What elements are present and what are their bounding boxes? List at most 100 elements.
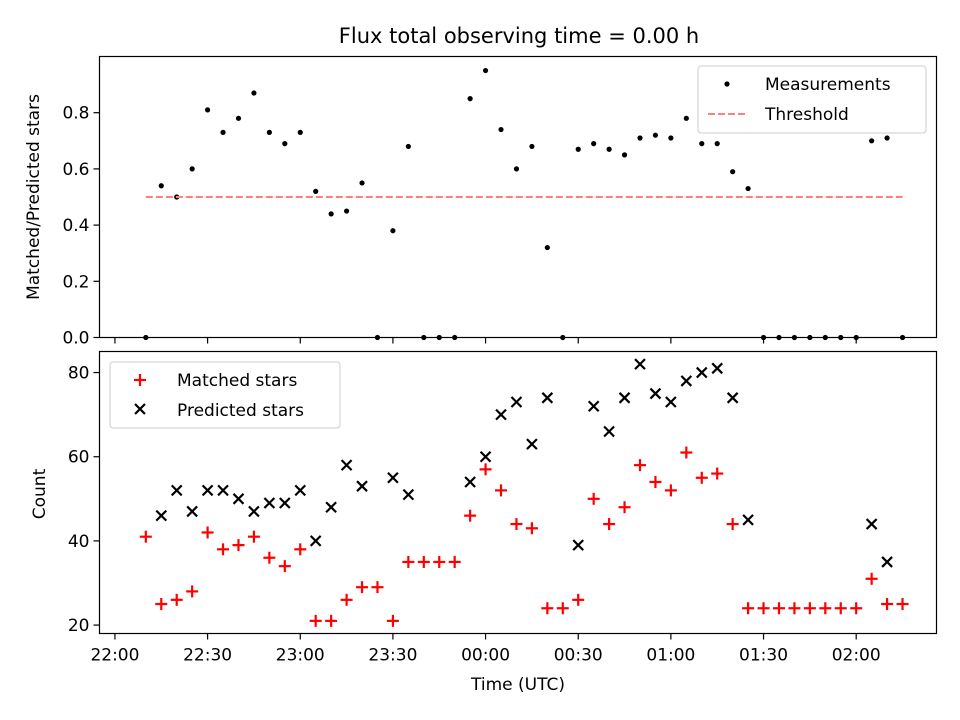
- legend-box: [109, 361, 341, 429]
- predicted-stars-point: [649, 387, 662, 400]
- measurement-point: [482, 67, 489, 74]
- measurement-point: [343, 208, 350, 214]
- legend-top: Measurements Threshold: [697, 65, 927, 134]
- measurement-point: [637, 135, 643, 141]
- x-tick-label: 23:00: [276, 646, 325, 666]
- matched-stars-point: [850, 602, 863, 615]
- flux-ratio-panel: Flux total observing time = 0.00 h Match…: [24, 24, 938, 349]
- matched-stars-point: [742, 602, 755, 615]
- matched-stars-point: [170, 593, 183, 606]
- measurement-point: [359, 180, 365, 186]
- measurement-point: [390, 228, 396, 234]
- measurement-point: [313, 188, 319, 194]
- predicted-stars-point: [232, 493, 245, 505]
- predicted-stars-point: [263, 497, 276, 509]
- matched-stars-point: [510, 518, 523, 531]
- measurement-point: [575, 146, 581, 152]
- predicted-stars-point: [618, 392, 631, 404]
- predicted-stars-point: [155, 509, 168, 522]
- x-tick-label: 01:00: [646, 646, 695, 666]
- matched-stars-point: [680, 446, 693, 459]
- measurement-point: [714, 141, 720, 147]
- legend-marker-matched: [134, 374, 146, 386]
- predicted-stars-point: [634, 358, 646, 370]
- matched-stars-point: [247, 530, 260, 543]
- measurement-point: [683, 115, 689, 121]
- legend-bottom: Matched stars Predicted stars: [109, 361, 341, 429]
- measurement-point: [498, 126, 504, 133]
- measurement-point: [529, 143, 535, 150]
- y-axis-label: Matched/Predicted stars: [24, 94, 44, 300]
- axes-top: 0.0 0.2 0.4 0.6 0.8: [62, 104, 857, 349]
- predicted-stars-point: [325, 501, 337, 514]
- measurement-point: [869, 138, 875, 144]
- measurement-point: [220, 129, 226, 135]
- measurement-point: [467, 96, 473, 102]
- y-tick-label: 40: [68, 532, 90, 552]
- matched-stars-point: [556, 602, 569, 615]
- axes-frame-bottom: [98, 350, 938, 635]
- predicted-stars-point: [495, 408, 507, 421]
- predicted-stars-point: [186, 505, 198, 518]
- measurement-point: [158, 183, 164, 189]
- predicted-stars-point: [526, 438, 538, 450]
- measurement-point: [884, 135, 890, 141]
- predicted-stars-point: [402, 488, 415, 501]
- matched-stars-point: [587, 492, 600, 505]
- measurement-point: [621, 152, 628, 158]
- predicted-stars-point: [726, 392, 739, 404]
- predicted-stars-point: [201, 484, 214, 497]
- predicted-stars-point: [865, 518, 878, 530]
- matched-stars-point: [695, 471, 708, 484]
- matched-stars-point: [433, 555, 446, 568]
- measurement-point: [405, 143, 411, 150]
- measurement-point: [513, 166, 520, 172]
- measurement-point: [189, 166, 195, 172]
- matched-stars-point: [309, 614, 322, 627]
- matched-stars-point: [340, 593, 353, 606]
- legend-marker-measurements: [724, 81, 730, 87]
- measurement-point: [699, 141, 705, 147]
- measurement-point: [668, 135, 674, 141]
- matched-stars-point: [263, 551, 276, 564]
- y-tick-label: 20: [68, 616, 90, 636]
- x-tick-label: 22:00: [90, 646, 139, 666]
- measurement-point: [745, 185, 751, 192]
- predicted-stars-point: [340, 459, 353, 471]
- y-tick-label: 0.8: [62, 104, 89, 124]
- matched-stars-point: [757, 602, 770, 615]
- predicted-stars-point: [279, 497, 291, 509]
- predicted-stars-point: [572, 539, 585, 551]
- measurement-point: [204, 107, 211, 113]
- matched-stars-point: [803, 602, 816, 615]
- matched-stars-point: [772, 602, 785, 615]
- measurement-point: [544, 244, 550, 251]
- predicted-stars-point: [510, 396, 523, 408]
- legend-label-matched: Matched stars: [177, 371, 297, 391]
- matched-stars-point: [371, 581, 384, 594]
- y-tick-label: 0.0: [62, 329, 89, 349]
- x-axis-label: Time (UTC): [470, 675, 565, 695]
- matched-stars-point: [541, 602, 554, 615]
- measurement-point: [328, 211, 334, 217]
- matched-stars-point: [788, 602, 801, 615]
- legend-marker-predicted: [134, 403, 146, 415]
- predicted-stars-point: [711, 362, 723, 375]
- measurement-point: [266, 129, 272, 135]
- predicted-stars-point: [217, 484, 229, 497]
- legend-label-threshold: Threshold: [764, 105, 849, 125]
- legend-label-predicted: Predicted stars: [177, 401, 304, 421]
- matched-stars-point: [711, 467, 724, 480]
- measurement-point: [730, 169, 736, 175]
- measurement-point: [235, 115, 242, 121]
- predicted-stars-point: [680, 375, 693, 387]
- y-tick-label: 0.2: [62, 272, 89, 292]
- x-tick-label: 00:30: [554, 646, 603, 666]
- x-tick-label: 01:30: [739, 646, 788, 666]
- matched-stars-point: [155, 598, 168, 611]
- matched-stars-point: [495, 484, 508, 497]
- y-axis-label: Count: [30, 468, 50, 519]
- matched-stars-point: [356, 581, 369, 594]
- predicted-stars-point: [464, 476, 476, 488]
